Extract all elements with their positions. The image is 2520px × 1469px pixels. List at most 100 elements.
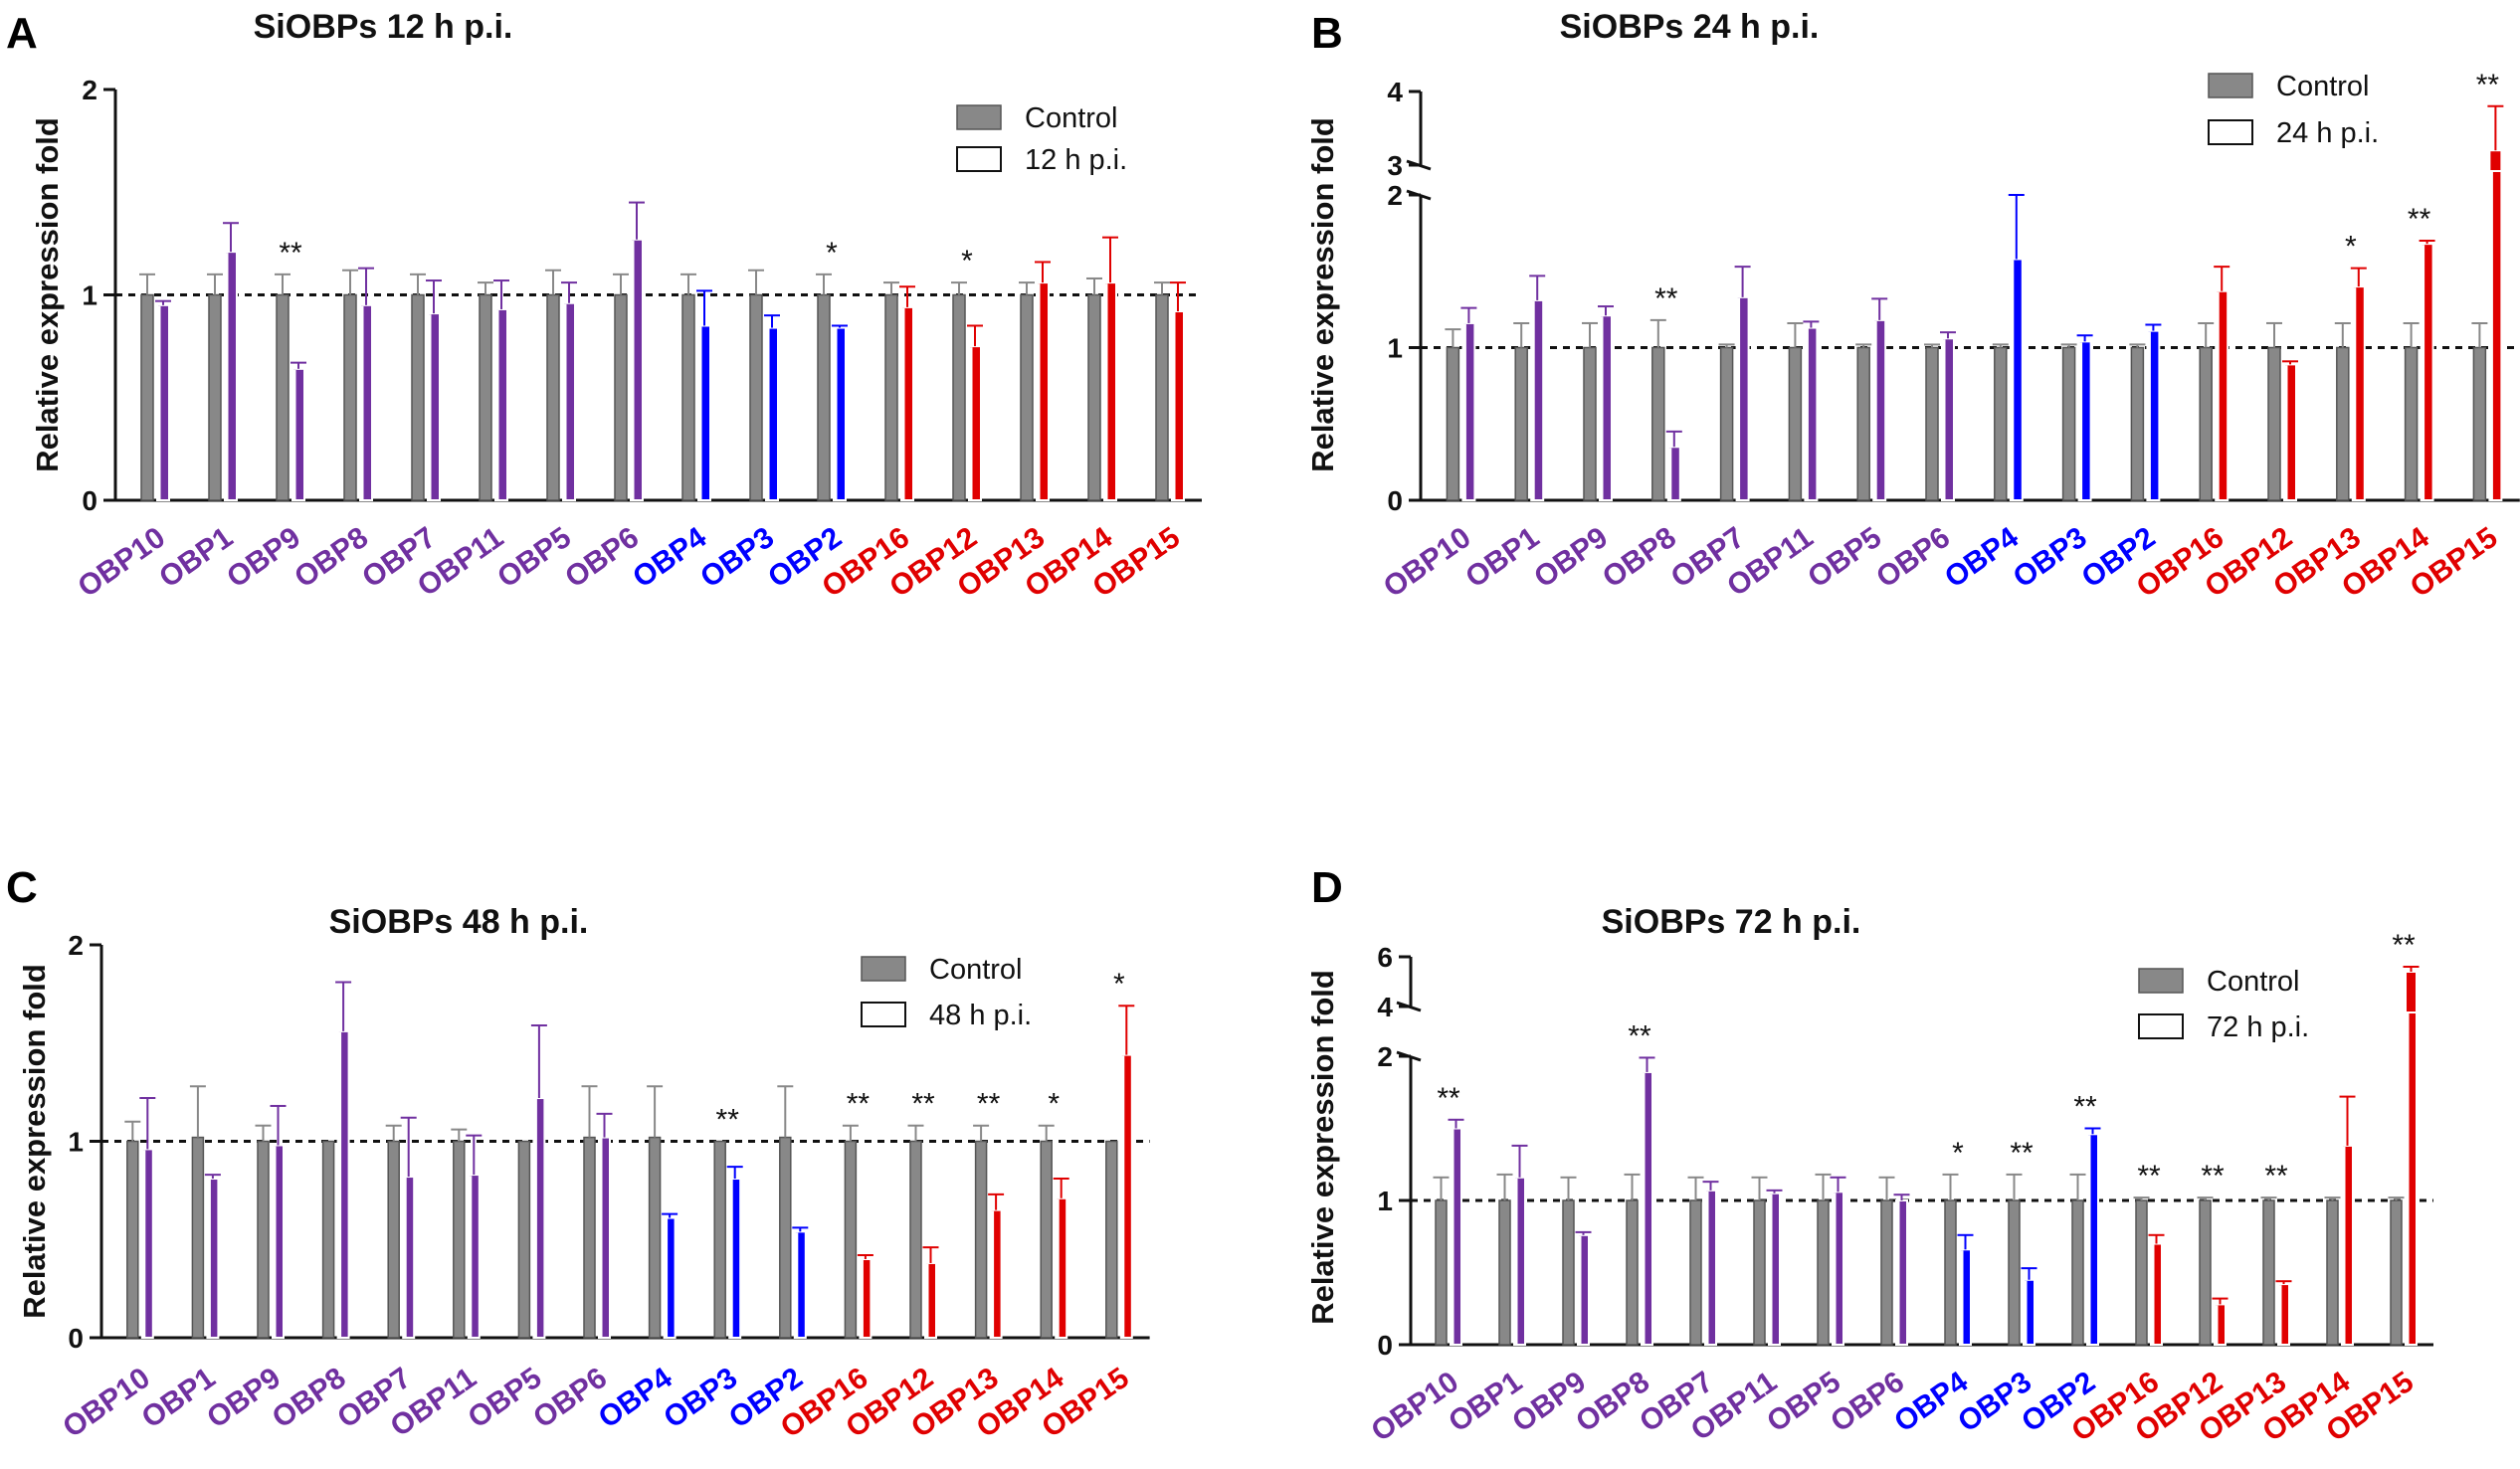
category-label: OBP8 xyxy=(267,1362,352,1435)
bar-control xyxy=(479,293,492,501)
bar-control xyxy=(2404,346,2419,501)
bar-control xyxy=(2071,1199,2084,1346)
category-label: OBP8 xyxy=(1597,521,1682,595)
bar-control xyxy=(2199,346,2213,501)
significance-marker: ** xyxy=(2010,1137,2034,1170)
bar-control xyxy=(321,1140,335,1339)
category-label: OBP3 xyxy=(694,521,780,595)
bar-control xyxy=(817,293,831,501)
y-tick-label: 1 xyxy=(1387,333,1403,364)
y-tick-label: 4 xyxy=(1387,77,1403,107)
y-axis-label: Relative expression fold xyxy=(30,117,65,472)
significance-marker: * xyxy=(826,237,838,270)
bar-control xyxy=(1583,346,1597,501)
category-label: OBP5 xyxy=(463,1362,548,1435)
bar-control xyxy=(952,293,966,501)
bar-control xyxy=(1514,346,1528,501)
category-label: OBP4 xyxy=(1888,1366,1974,1439)
category-label: OBP10 xyxy=(72,521,171,604)
significance-marker: ** xyxy=(1437,1082,1460,1115)
bar-control xyxy=(546,293,560,501)
bar-control xyxy=(1925,346,1939,501)
category-label: OBP5 xyxy=(1802,521,1887,595)
y-tick-label: 6 xyxy=(1377,942,1393,973)
bar-control xyxy=(140,293,154,501)
y-tick-label: 1 xyxy=(68,1127,84,1158)
significance-marker: ** xyxy=(2264,1160,2288,1193)
bar-control xyxy=(713,1140,726,1339)
bar-treatment-upper xyxy=(2488,149,2503,172)
category-label: OBP9 xyxy=(221,521,306,595)
bar-control xyxy=(884,293,898,501)
y-tick-label: 0 xyxy=(1377,1330,1393,1361)
bar-control xyxy=(2472,346,2487,501)
category-label: OBP9 xyxy=(1528,521,1614,595)
legend-swatch-treatment xyxy=(861,1002,906,1027)
bar-control xyxy=(2061,346,2076,501)
bar-control xyxy=(1788,346,1803,501)
category-label: OBP6 xyxy=(1870,521,1956,595)
category-label: OBP5 xyxy=(491,521,577,595)
bar-control xyxy=(974,1140,988,1339)
y-tick-label: 1 xyxy=(1377,1186,1393,1216)
y-tick-label: 3 xyxy=(1387,150,1403,181)
category-label: OBP6 xyxy=(1825,1366,1910,1439)
chart-title: SiOBPs 48 h p.i. xyxy=(329,903,589,941)
bar-control xyxy=(1446,346,1460,501)
legend-swatch-control xyxy=(956,104,1002,130)
legend-label-treatment: 48 h p.i. xyxy=(929,1000,1032,1031)
significance-marker: ** xyxy=(2392,929,2416,962)
bar-control xyxy=(257,1140,270,1339)
significance-marker: ** xyxy=(2137,1160,2161,1193)
panel-letter: C xyxy=(6,863,38,912)
y-axis-label: Relative expression fold xyxy=(1305,970,1340,1325)
panel-letter: B xyxy=(1311,9,1343,58)
panel-letter: A xyxy=(6,9,38,58)
bar-control xyxy=(1435,1199,1448,1346)
bar-control xyxy=(844,1140,858,1339)
bar-control xyxy=(208,293,222,501)
legend-label-treatment: 72 h p.i. xyxy=(2207,1011,2309,1043)
bar-control xyxy=(648,1136,662,1339)
significance-marker: ** xyxy=(2476,69,2500,101)
bar-control xyxy=(1753,1199,1766,1346)
category-label: OBP9 xyxy=(201,1362,287,1435)
bar-control xyxy=(1105,1140,1118,1339)
bar-control xyxy=(387,1140,400,1339)
category-label: OBP6 xyxy=(527,1362,613,1435)
significance-marker: ** xyxy=(716,1104,740,1137)
bar-control xyxy=(1020,293,1034,501)
significance-marker: * xyxy=(1113,968,1125,1001)
category-label: OBP3 xyxy=(1952,1366,2037,1439)
legend-swatch-control xyxy=(861,956,906,982)
panel-c: C SiOBPs 48 h p.i. Relative expression fol… xyxy=(6,863,1150,1444)
category-label: OBP1 xyxy=(136,1362,222,1435)
y-tick-label: 0 xyxy=(1387,485,1403,516)
legend-label-control: Control xyxy=(929,954,1023,986)
category-label: OBP8 xyxy=(289,521,374,595)
bar-control xyxy=(909,1140,922,1339)
y-tick-label: 0 xyxy=(68,1323,84,1354)
category-label: OBP6 xyxy=(559,521,645,595)
significance-marker: * xyxy=(2345,231,2357,264)
bar-control xyxy=(276,293,290,501)
bar-control xyxy=(749,293,763,501)
legend-label-control: Control xyxy=(2276,71,2370,102)
bar-treatment-upper xyxy=(2405,971,2418,1013)
category-label: OBP4 xyxy=(593,1362,678,1435)
panel-letter: D xyxy=(1311,863,1343,912)
bar-control xyxy=(681,293,695,501)
bar-control xyxy=(1880,1199,1893,1346)
bar-control xyxy=(2135,1199,2148,1346)
category-label: OBP1 xyxy=(1459,521,1545,595)
category-label: OBP10 xyxy=(1378,521,1477,604)
category-label: OBP9 xyxy=(1506,1366,1592,1439)
legend-label-treatment: 12 h p.i. xyxy=(1025,144,1127,176)
category-label: OBP3 xyxy=(658,1362,743,1435)
significance-marker: ** xyxy=(1628,1019,1651,1052)
bar-control xyxy=(1626,1199,1639,1346)
bar-control xyxy=(2008,1199,2021,1346)
bar-control xyxy=(1651,346,1665,501)
y-tick-label: 0 xyxy=(82,485,97,516)
significance-marker: ** xyxy=(2201,1160,2225,1193)
